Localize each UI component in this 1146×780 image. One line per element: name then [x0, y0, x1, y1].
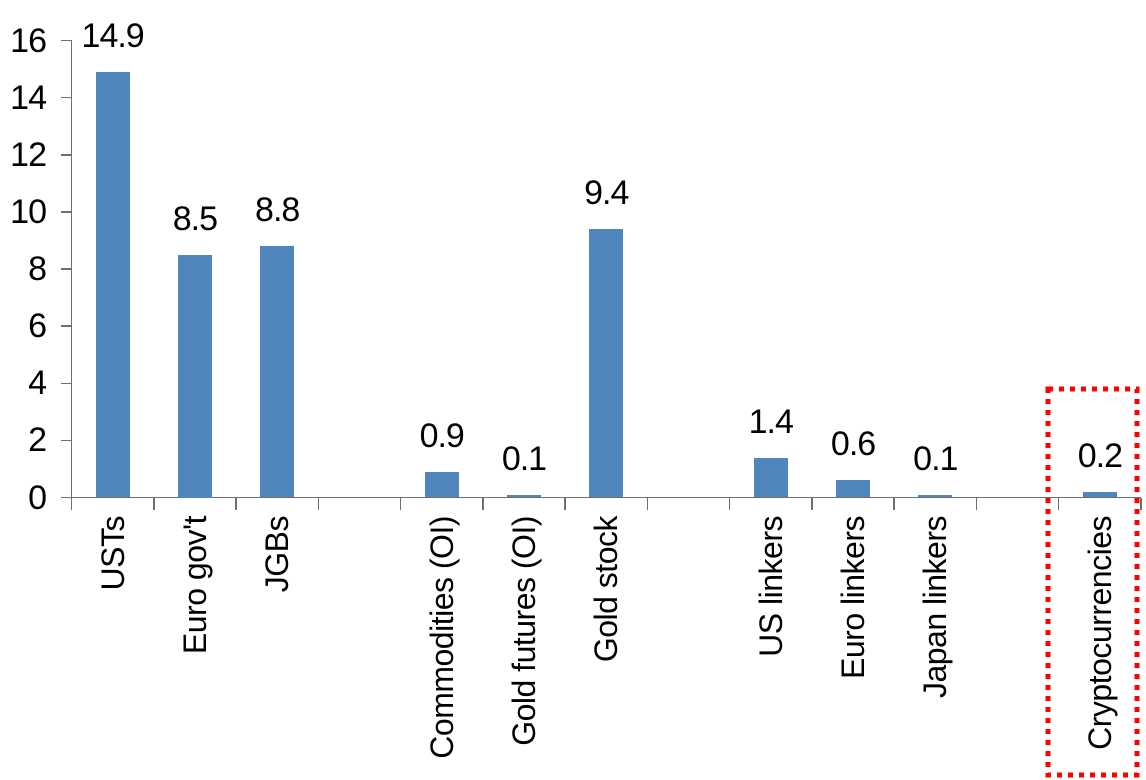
bar-value-label: 9.4 — [584, 174, 629, 212]
bar-value-label: 0.6 — [830, 425, 876, 464]
x-axis-category-label: Gold futures (OI) — [505, 516, 542, 746]
highlight-box — [1045, 386, 1140, 778]
x-axis-tick — [893, 497, 895, 510]
x-axis-tick — [728, 497, 731, 510]
x-axis-tick — [70, 497, 73, 510]
y-axis-tick — [60, 154, 72, 156]
x-axis-category-label: USTs — [94, 516, 131, 591]
x-axis-tick — [811, 497, 813, 510]
bar — [424, 471, 459, 498]
y-axis-tick — [60, 268, 72, 270]
bar — [589, 229, 624, 498]
bar — [177, 254, 212, 498]
bar-value-label: 1.4 — [748, 402, 794, 441]
bar-value-label: 8.8 — [255, 191, 300, 230]
y-axis-tick-label: 2 — [28, 421, 47, 460]
bar — [95, 71, 130, 498]
x-axis-category-label: Commodities (OI) — [423, 516, 460, 759]
y-axis-tick-label: 12 — [10, 135, 47, 174]
bar — [1082, 491, 1117, 498]
x-axis-tick — [399, 497, 402, 510]
bar-value-label: 14.9 — [81, 16, 145, 55]
x-axis-category-label: US linkers — [752, 516, 789, 657]
x-axis-tick — [975, 497, 978, 510]
y-axis-tick — [60, 439, 72, 442]
x-axis-tick — [646, 497, 649, 510]
y-axis-tick-label: 14 — [10, 78, 47, 117]
bar-value-label: 0.2 — [1077, 436, 1123, 475]
x-axis-tick — [482, 497, 484, 510]
x-axis-tick — [564, 497, 566, 510]
y-axis-tick — [60, 382, 72, 384]
y-axis-tick — [60, 496, 72, 499]
bar-value-label: 0.1 — [913, 439, 958, 478]
y-axis-line — [70, 40, 73, 499]
bar — [918, 494, 953, 498]
bar — [260, 246, 295, 498]
x-axis-category-label: Japan linkers — [917, 516, 954, 699]
y-axis-tick — [60, 325, 72, 327]
y-axis-tick-label: 16 — [10, 21, 47, 60]
bar-value-label: 8.5 — [172, 199, 218, 238]
y-axis-tick-label: 10 — [10, 192, 47, 231]
x-axis-tick — [153, 497, 155, 510]
x-axis-line — [70, 496, 1141, 499]
y-axis-tick — [60, 211, 72, 213]
x-axis-tick — [235, 497, 237, 510]
y-axis-tick-label: 0 — [28, 478, 47, 517]
y-axis-tick-label: 8 — [28, 250, 47, 288]
bar — [506, 494, 541, 498]
x-axis-category-label: Euro gov't — [176, 516, 213, 655]
y-axis-tick — [60, 39, 72, 42]
y-axis-tick-label: 6 — [28, 307, 47, 346]
x-axis-category-label: Gold stock — [588, 516, 625, 663]
x-axis-tick — [317, 497, 320, 510]
x-axis-tick — [1140, 497, 1142, 510]
y-axis-tick-label: 4 — [28, 364, 47, 403]
y-axis-tick — [60, 96, 72, 99]
x-axis-tick — [1057, 497, 1060, 510]
bar-value-label: 0.1 — [501, 439, 547, 478]
bar — [836, 480, 871, 498]
bar-value-label: 0.9 — [419, 416, 465, 455]
bar — [753, 457, 788, 498]
x-axis-category-label: JGBs — [259, 516, 296, 593]
x-axis-category-label: Euro linkers — [835, 516, 872, 679]
